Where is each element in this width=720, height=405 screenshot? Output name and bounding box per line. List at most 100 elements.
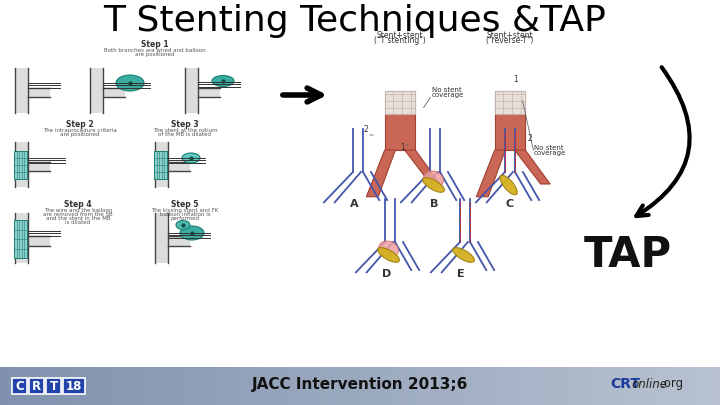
Bar bbox=[36, 367, 43, 405]
Text: The stent at the ostium: The stent at the ostium bbox=[153, 128, 217, 133]
Bar bbox=[564, 367, 571, 405]
Bar bbox=[222, 367, 229, 405]
Text: 1: 1 bbox=[513, 75, 518, 84]
Polygon shape bbox=[515, 150, 550, 184]
Polygon shape bbox=[495, 90, 526, 150]
Text: No stent: No stent bbox=[432, 87, 462, 93]
Bar bbox=[696, 367, 703, 405]
Bar bbox=[420, 367, 427, 405]
Bar bbox=[72, 367, 79, 405]
Bar bbox=[552, 367, 559, 405]
Bar bbox=[642, 367, 649, 405]
Bar bbox=[240, 367, 247, 405]
Bar bbox=[30, 367, 37, 405]
Ellipse shape bbox=[176, 220, 190, 230]
Bar bbox=[348, 367, 355, 405]
Bar bbox=[78, 367, 85, 405]
Text: balloon inflation is: balloon inflation is bbox=[160, 212, 210, 217]
Bar bbox=[630, 367, 637, 405]
Bar bbox=[504, 367, 511, 405]
Text: 1: 1 bbox=[400, 143, 405, 152]
Bar bbox=[654, 367, 661, 405]
Bar bbox=[450, 367, 457, 405]
Bar bbox=[210, 367, 217, 405]
Text: coverage: coverage bbox=[432, 92, 464, 98]
Polygon shape bbox=[477, 150, 505, 197]
Bar bbox=[402, 367, 409, 405]
Bar bbox=[384, 367, 391, 405]
Bar bbox=[582, 367, 589, 405]
Bar bbox=[264, 367, 271, 405]
Bar bbox=[132, 367, 139, 405]
Bar bbox=[498, 367, 505, 405]
Text: R: R bbox=[32, 379, 41, 392]
Bar bbox=[162, 367, 169, 405]
Bar bbox=[28, 162, 50, 171]
Bar bbox=[282, 367, 289, 405]
Ellipse shape bbox=[212, 75, 234, 87]
Text: The wire and the balloon: The wire and the balloon bbox=[44, 208, 112, 213]
Bar bbox=[396, 367, 403, 405]
Bar bbox=[312, 367, 319, 405]
Bar bbox=[168, 162, 190, 171]
Bar bbox=[168, 367, 175, 405]
Text: A: A bbox=[350, 199, 359, 209]
Bar bbox=[120, 367, 127, 405]
Bar bbox=[600, 367, 607, 405]
Bar bbox=[414, 367, 421, 405]
Bar bbox=[384, 90, 415, 114]
Text: C: C bbox=[15, 379, 24, 392]
Bar bbox=[516, 367, 523, 405]
Bar bbox=[15, 213, 28, 263]
Text: The intraprocedure criteria: The intraprocedure criteria bbox=[43, 128, 117, 133]
Bar bbox=[444, 367, 451, 405]
Bar bbox=[354, 367, 361, 405]
Text: JACC Intervention 2013;6: JACC Intervention 2013;6 bbox=[252, 377, 468, 392]
Bar bbox=[426, 367, 433, 405]
FancyBboxPatch shape bbox=[29, 378, 44, 394]
Bar bbox=[534, 367, 541, 405]
Text: Both branches are wired and balloon: Both branches are wired and balloon bbox=[104, 48, 206, 53]
Text: are positioned: are positioned bbox=[135, 52, 175, 57]
Text: TAP: TAP bbox=[584, 234, 672, 276]
Text: of the MB is dilated: of the MB is dilated bbox=[158, 132, 212, 137]
Text: Step 1: Step 1 bbox=[141, 40, 168, 49]
Bar bbox=[126, 367, 133, 405]
Bar bbox=[228, 367, 235, 405]
Text: CRT: CRT bbox=[610, 377, 640, 391]
Bar bbox=[462, 367, 469, 405]
Bar bbox=[28, 235, 50, 245]
Bar bbox=[252, 367, 259, 405]
Bar bbox=[66, 367, 73, 405]
Bar bbox=[366, 367, 373, 405]
Bar bbox=[702, 367, 709, 405]
Bar bbox=[660, 367, 667, 405]
Bar bbox=[714, 367, 720, 405]
Bar bbox=[108, 367, 115, 405]
Text: B: B bbox=[430, 199, 438, 209]
Bar bbox=[378, 367, 385, 405]
Bar bbox=[540, 367, 547, 405]
Polygon shape bbox=[366, 150, 395, 197]
Bar bbox=[288, 367, 295, 405]
Bar bbox=[138, 367, 145, 405]
Bar bbox=[168, 235, 190, 245]
Bar bbox=[690, 367, 697, 405]
Text: T: T bbox=[50, 379, 58, 392]
Text: Step 3: Step 3 bbox=[171, 120, 199, 129]
Bar bbox=[155, 142, 168, 187]
Ellipse shape bbox=[116, 75, 144, 91]
Bar bbox=[468, 367, 475, 405]
Bar bbox=[678, 367, 685, 405]
Bar bbox=[486, 367, 493, 405]
Text: is dilated: is dilated bbox=[66, 220, 91, 225]
Text: are positioned: are positioned bbox=[60, 132, 99, 137]
Bar bbox=[708, 367, 715, 405]
Bar bbox=[510, 367, 517, 405]
Bar bbox=[60, 367, 67, 405]
Bar bbox=[14, 220, 27, 258]
Bar bbox=[474, 367, 481, 405]
Bar bbox=[372, 367, 379, 405]
Bar bbox=[14, 151, 27, 179]
Polygon shape bbox=[405, 150, 440, 184]
